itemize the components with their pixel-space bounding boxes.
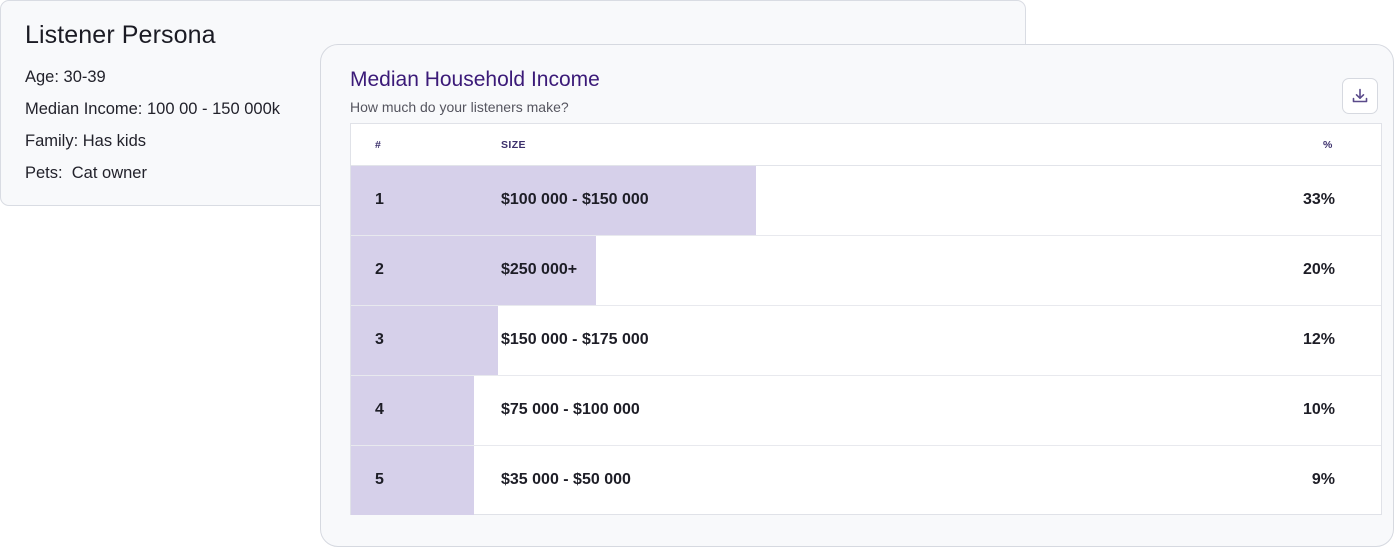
income-card-subtitle: How much do your listeners make? (350, 99, 569, 115)
persona-age: Age: 30-39 (25, 68, 106, 86)
table-row: 5 $35 000 - $50 000 9% (351, 446, 1381, 516)
income-table: # SIZE % 1 $100 000 - $150 000 33% 2 $25… (350, 123, 1382, 515)
row-income-range: $150 000 - $175 000 (501, 331, 649, 348)
share-bar (351, 236, 596, 305)
persona-pets: Pets: Cat owner (25, 164, 147, 182)
share-bar (351, 446, 474, 515)
column-header-size: SIZE (501, 139, 526, 151)
table-row: 3 $150 000 - $175 000 12% (351, 306, 1381, 376)
row-income-range: $100 000 - $150 000 (501, 191, 649, 208)
persona-family: Family: Has kids (25, 132, 147, 150)
table-header: # SIZE % (351, 124, 1381, 166)
row-percent: 33% (1302, 191, 1335, 208)
median-household-income-card: Median Household Income How much do your… (320, 44, 1394, 547)
row-rank: 4 (375, 401, 384, 418)
row-rank: 1 (375, 191, 384, 208)
row-percent: 9% (1311, 471, 1335, 488)
row-income-range: $250 000+ (501, 261, 578, 278)
column-header-number: # (375, 139, 382, 151)
row-percent: 12% (1302, 331, 1335, 348)
row-percent: 20% (1302, 261, 1335, 278)
share-bar (351, 166, 756, 235)
row-rank: 3 (375, 331, 384, 348)
table-row: 1 $100 000 - $150 000 33% (351, 166, 1381, 236)
table-row: 4 $75 000 - $100 000 10% (351, 376, 1381, 446)
share-bar (351, 306, 498, 375)
row-rank: 2 (375, 261, 384, 278)
download-icon (1352, 88, 1368, 103)
row-income-range: $75 000 - $100 000 (501, 401, 640, 418)
persona-title: Listener Persona (25, 21, 216, 49)
download-button[interactable] (1342, 78, 1378, 114)
column-header-percent: % (1323, 139, 1333, 151)
income-card-title: Median Household Income (350, 68, 600, 91)
share-bar (351, 376, 474, 445)
row-rank: 5 (375, 471, 384, 488)
table-row: 2 $250 000+ 20% (351, 236, 1381, 306)
row-income-range: $35 000 - $50 000 (501, 471, 631, 488)
row-percent: 10% (1302, 401, 1335, 418)
persona-income: Median Income: 100 00 - 150 000k (25, 100, 281, 118)
